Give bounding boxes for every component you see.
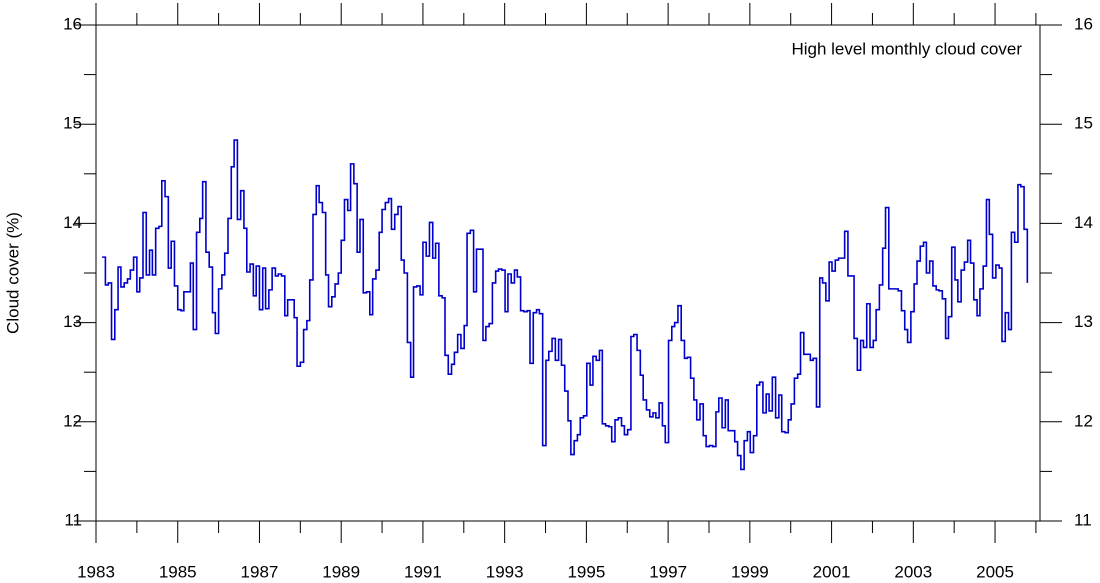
x-tick-label: 1987 [241,562,279,581]
annotation: High level monthly cloud cover [791,39,1022,58]
y2-tick-label: 15 [1074,114,1093,133]
x-tick-label: 1991 [404,562,442,581]
x-tick-label: 1997 [649,562,687,581]
y2-tick-label: 12 [1074,411,1093,430]
y-tick-label: 11 [64,510,82,529]
y2-tick-label: 13 [1074,312,1093,331]
x-tick-label: 2003 [894,562,932,581]
y-tick-label: 14 [63,213,82,232]
x-tick-label: 1999 [731,562,769,581]
y-tick-label: 15 [63,114,82,133]
x-tick-label: 1995 [567,562,605,581]
y2-tick-label: 14 [1074,213,1093,232]
y-tick-label: 12 [63,411,82,430]
y-tick-label: 16 [63,14,82,33]
x-tick-label: 1983 [77,562,115,581]
x-tick-label: 2005 [976,562,1014,581]
y2-tick-label: 16 [1074,14,1093,33]
data-line [102,139,1029,471]
x-tick-label: 1989 [322,562,360,581]
y2-tick-label: 11 [1074,510,1092,529]
y-tick-label: 13 [63,312,82,331]
y-axis-label: Cloud cover (%) [3,212,22,334]
plot-frame [95,24,1041,522]
x-tick-label: 2001 [813,562,851,581]
x-tick-label: 1985 [159,562,197,581]
x-tick-label: 1993 [486,562,524,581]
